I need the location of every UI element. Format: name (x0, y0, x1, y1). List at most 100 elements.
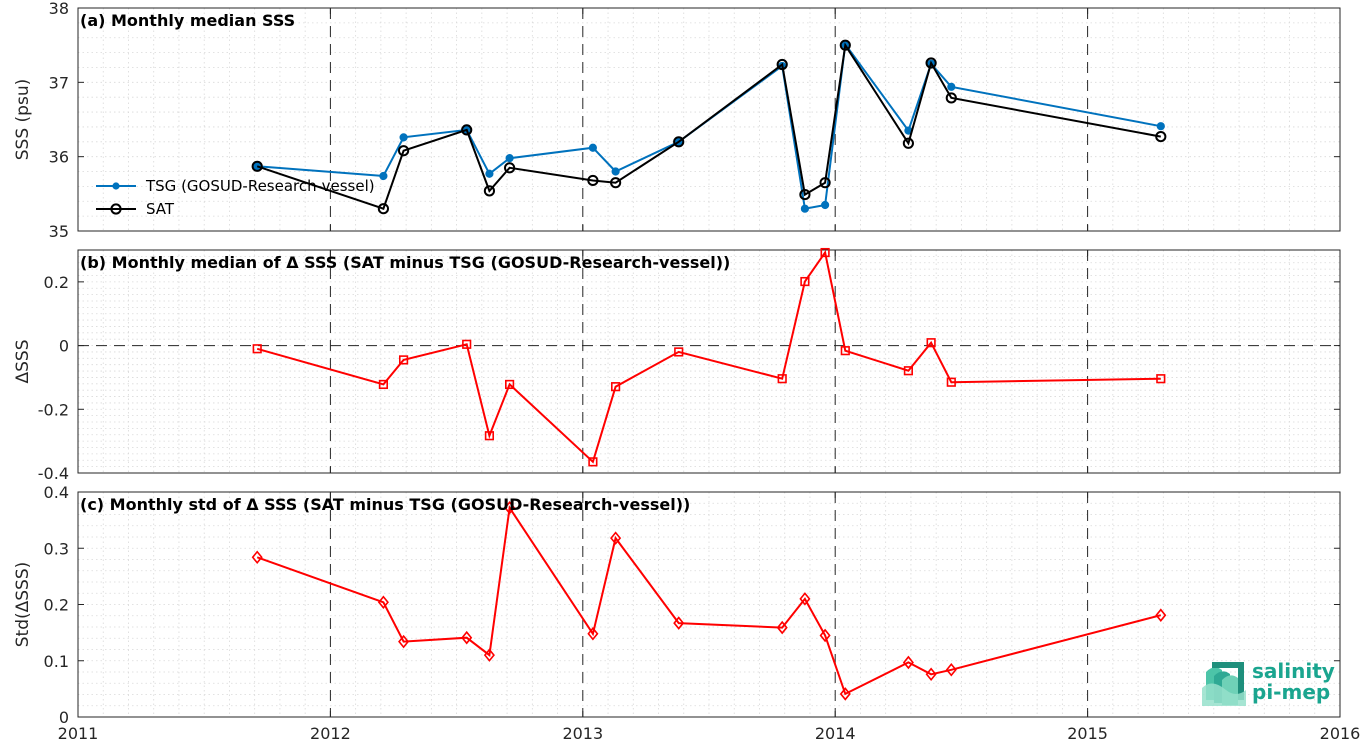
data-point (397, 145, 410, 157)
logo-wave-icon (1202, 662, 1246, 706)
data-point (461, 630, 473, 645)
data-point (673, 136, 685, 148)
series-line (256, 505, 1162, 696)
data-point (945, 92, 957, 104)
data-point (504, 162, 516, 174)
salinity-pi-mep-logo: salinity pi-mep (1202, 659, 1335, 706)
panel-title: (b) Monthly median of Δ SSS (SAT minus T… (80, 253, 730, 272)
data-point (587, 174, 599, 187)
data-point (484, 431, 495, 441)
x-tick-label: 2016 (1320, 724, 1361, 743)
data-point (674, 347, 684, 357)
y-tick-label: 0.4 (44, 483, 69, 502)
data-point (252, 344, 262, 354)
y-axis-label: SSS (psu) (13, 79, 33, 160)
data-point (462, 339, 472, 349)
data-point (483, 185, 496, 197)
data-point (925, 667, 937, 682)
panel-title: (a) Monthly median SSS (80, 11, 295, 30)
data-point (777, 374, 787, 384)
data-point (377, 203, 390, 215)
series-line (256, 42, 1161, 210)
data-point (587, 626, 599, 641)
y-tick-label: 0.2 (44, 596, 69, 615)
y-tick-label: 38 (49, 0, 69, 18)
data-point (611, 167, 620, 176)
data-point (398, 355, 409, 365)
series-line (256, 250, 1161, 464)
data-point (839, 39, 851, 51)
data-point (504, 500, 516, 515)
data-point (800, 276, 810, 287)
data-point (251, 550, 263, 565)
data-point (776, 620, 788, 635)
data-point (903, 366, 913, 376)
logo-line1: salinity (1252, 659, 1335, 683)
data-point (610, 531, 622, 545)
data-point (819, 628, 831, 643)
y-tick-label: -0.2 (38, 400, 69, 419)
data-point (378, 379, 389, 390)
data-point (610, 177, 622, 189)
data-point (799, 592, 811, 606)
data-point (461, 124, 473, 136)
data-point (588, 143, 597, 152)
panel-1: 35 36 37 38 SSS (psu) (a) Monthly median SSS T… (13, 0, 1341, 241)
data-point (926, 338, 936, 348)
data-point (1155, 608, 1167, 622)
data-point (902, 655, 914, 670)
y-axis-label: ΔSSS (13, 339, 33, 383)
data-point (483, 648, 495, 662)
data-point (800, 204, 810, 213)
y-tick-label: 0.2 (44, 273, 69, 292)
data-point (799, 188, 811, 201)
data-point (505, 379, 515, 390)
legend-label: TSG (GOSUD-Research-vessel) (145, 177, 375, 195)
legend: TSG (GOSUD-Research-vessel) SAT (96, 177, 375, 218)
data-point (588, 457, 598, 467)
y-tick-label: 0 (59, 708, 69, 727)
data-point (505, 154, 514, 163)
y-tick-label: 37 (49, 73, 69, 92)
data-point (839, 687, 851, 701)
data-point (399, 133, 408, 142)
y-tick-label: 0.3 (44, 539, 69, 558)
axes-frame (77, 7, 1341, 232)
x-tick-label: 2014 (815, 724, 856, 743)
data-point (776, 58, 788, 71)
legend-marker (112, 182, 120, 190)
major-grid (329, 492, 1089, 717)
data-point (925, 57, 937, 69)
data-point (398, 634, 410, 649)
axes-frame (77, 249, 1341, 474)
series-1 (252, 247, 1166, 467)
panel-3: 0 0.1 0.2 0.3 0.4 2011 2012 2013 2014 2015 2016 Std… (13, 483, 1360, 743)
data-point (819, 177, 831, 189)
data-point (379, 171, 388, 181)
series-1 (251, 500, 1167, 701)
data-point (1155, 130, 1167, 143)
legend-marker (110, 203, 122, 215)
y-tick-label: -0.4 (38, 464, 69, 483)
data-point (902, 137, 914, 149)
data-point (377, 595, 389, 610)
data-point (947, 82, 956, 91)
data-point (1156, 122, 1165, 131)
panel-title: (c) Monthly std of Δ SSS (SAT minus TSG … (80, 495, 690, 514)
y-tick-label: 0 (59, 337, 69, 356)
data-point (673, 616, 685, 630)
y-axis-label: Std(ΔSSS) (13, 562, 33, 648)
data-point (251, 160, 263, 172)
y-tick-label: 0.1 (44, 652, 69, 671)
panel-2: -0.4 -0.2 0 0.2 ΔSSS (b) Monthly median of Δ … (13, 247, 1341, 483)
data-point (821, 200, 830, 210)
data-point (946, 377, 956, 387)
x-tick-label: 2015 (1067, 724, 1108, 743)
data-point (840, 346, 850, 356)
y-tick-label: 35 (49, 222, 69, 241)
data-point (945, 662, 957, 677)
legend-label: SAT (146, 200, 175, 218)
data-point (1156, 374, 1166, 384)
x-tick-label: 2013 (562, 724, 603, 743)
